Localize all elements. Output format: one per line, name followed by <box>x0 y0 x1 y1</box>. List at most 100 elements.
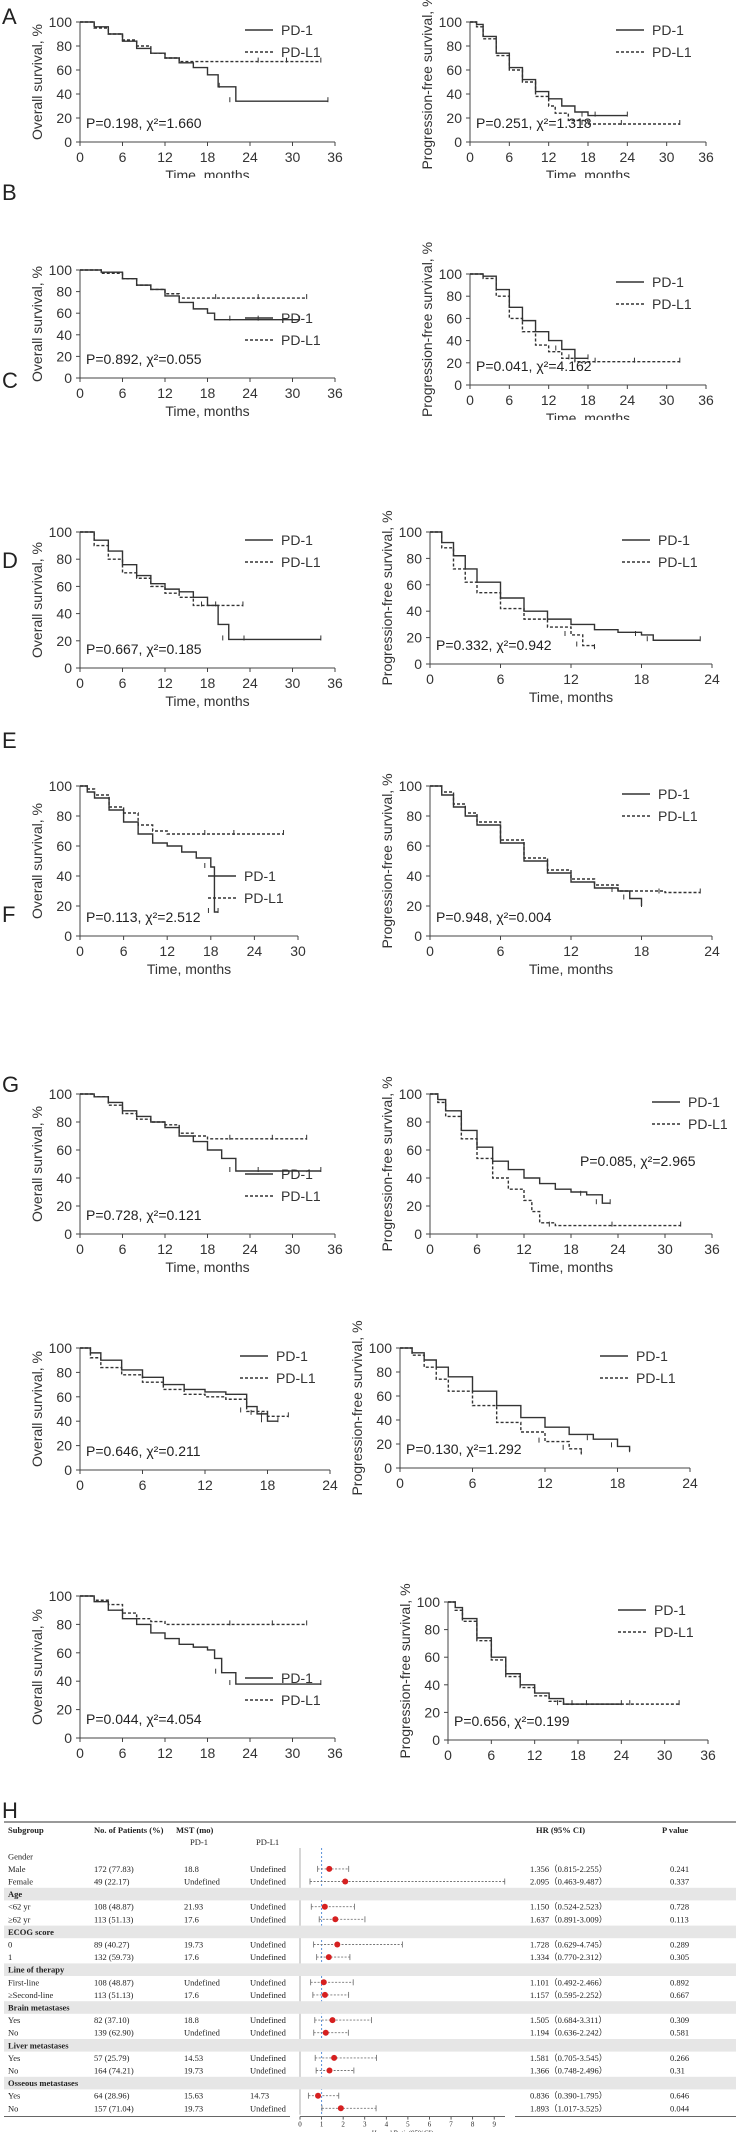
column-header: P value <box>662 1825 688 1835</box>
legend-label: PD-L1 <box>688 1116 728 1132</box>
y-axis-label: Progression-free survival, % <box>349 1320 365 1495</box>
row-p-value: 0.266 <box>670 2053 689 2063</box>
row-mst-pd1: Undefined <box>184 1877 221 1887</box>
hr-point <box>326 2067 333 2074</box>
row-mst-pd1: 17.6 <box>184 1990 199 2000</box>
x-tick-label: 12 <box>516 1241 532 1257</box>
row-mst-pdl1: Undefined <box>250 2053 287 2063</box>
stats-annotation: P=0.892, χ²=0.055 <box>86 351 202 367</box>
y-tick-label: 40 <box>56 1673 72 1689</box>
legend-label: PD-L1 <box>281 1188 321 1204</box>
legend-label: PD-1 <box>281 532 313 548</box>
x-tick-label: 36 <box>327 149 343 165</box>
row-hr-text: 1.334（0.770-2.312） <box>530 1952 607 1962</box>
row-label: ≥Second-line <box>8 1990 53 2000</box>
y-tick-label: 100 <box>49 14 73 30</box>
x-tick-label: 18 <box>563 1241 579 1257</box>
column-subheader: PD-L1 <box>256 1837 279 1847</box>
y-tick-label: 80 <box>56 1364 72 1380</box>
row-p-value: 0.31 <box>670 2066 685 2076</box>
column-header: HR (95% CI) <box>536 1825 585 1835</box>
y-tick-label: 0 <box>64 370 72 386</box>
row-mst-pd1: 19.73 <box>184 1940 203 1950</box>
y-tick-label: 60 <box>56 1389 72 1405</box>
y-axis-label: Progression-free survival, % <box>379 1076 395 1251</box>
x-tick-label: 6 <box>119 385 127 401</box>
x-tick-label: 18 <box>203 943 219 959</box>
x-tick-label: 6 <box>505 392 513 408</box>
y-tick-label: 60 <box>56 838 72 854</box>
x-tick-label: 24 <box>242 149 258 165</box>
row-mst-pd1: 14.53 <box>184 2053 203 2063</box>
km-curve-pdl1 <box>470 273 680 363</box>
y-tick-label: 20 <box>406 1198 422 1214</box>
stats-annotation: P=0.198, χ²=1.660 <box>86 115 202 131</box>
row-hr-text: 1.157（0.595-2.252） <box>530 1990 607 2000</box>
y-tick-label: 20 <box>424 1704 440 1720</box>
row-p-value: 0.646 <box>670 2091 689 2101</box>
y-tick-label: 60 <box>446 310 462 326</box>
row-label: Yes <box>8 2015 20 2025</box>
x-tick-label: 30 <box>285 675 301 691</box>
row-label: 1 <box>8 1952 12 1962</box>
y-tick-label: 80 <box>376 1364 392 1380</box>
x-tick-label: 24 <box>704 943 720 959</box>
x-tick-label: 6 <box>469 1475 477 1491</box>
x-tick-label: 6 <box>497 943 505 959</box>
row-mst-pdl1: Undefined <box>250 1952 287 1962</box>
x-tick-label: 6 <box>487 1747 495 1763</box>
forest-plot-h: Subgroup No. of Patients (%) MST (mo) HR (9… <box>4 1821 736 2132</box>
y-tick-label: 20 <box>56 1198 72 1214</box>
column-header: Subgroup <box>8 1825 44 1835</box>
row-mst-pdl1: Undefined <box>250 1902 287 1912</box>
row-label: Age <box>8 1889 22 1899</box>
x-tick-label: 24 <box>322 1477 338 1493</box>
x-tick-label: 24 <box>620 149 636 165</box>
hr-point <box>321 1991 328 1998</box>
x-tick-label: 24 <box>620 392 636 408</box>
km-curve-pdl1 <box>80 1595 307 1626</box>
x-tick-label: 12 <box>157 1745 173 1761</box>
forest-x-axis-label: Hazard Ratio(95%CI) <box>372 2130 434 2132</box>
y-tick-label: 40 <box>406 1170 422 1186</box>
y-tick-label: 100 <box>49 778 73 794</box>
x-tick-label: 6 <box>139 1477 147 1493</box>
x-tick-label: 18 <box>634 671 650 687</box>
km-curve-pdl1 <box>80 1093 307 1140</box>
x-tick-label: 18 <box>570 1747 586 1763</box>
y-tick-label: 40 <box>56 86 72 102</box>
y-tick-label: 0 <box>64 660 72 676</box>
y-tick-label: 40 <box>446 86 462 102</box>
km-curve-pdl1 <box>80 785 284 835</box>
legend-label: PD-L1 <box>244 890 284 906</box>
row-label: No <box>8 2066 18 2076</box>
km-plot-f-os: 0 20 40 60 80 100 0 6 12 18 24 Overall survival, % P… <box>29 1340 338 1493</box>
x-tick-label: 12 <box>563 671 579 687</box>
y-tick-label: 80 <box>406 550 422 566</box>
row-hr-text: 1.637（0.891-3.009） <box>530 1914 607 1924</box>
x-tick-label: 36 <box>700 1747 716 1763</box>
x-tick-label: 18 <box>580 392 596 408</box>
y-axis-label: Overall survival, % <box>29 542 45 658</box>
row-label: Yes <box>8 2053 20 2063</box>
row-label: Liver metastases <box>8 2040 69 2050</box>
row-label: Male <box>8 1864 26 1874</box>
hr-point <box>329 2017 336 2024</box>
x-tick-label: 6 <box>120 943 128 959</box>
x-tick-label: 18 <box>580 149 596 165</box>
legend-label: PD-L1 <box>281 554 321 570</box>
x-tick-label: 30 <box>285 149 301 165</box>
row-hr-text: 1.101（0.492-2.466） <box>530 1977 607 1987</box>
x-tick-label: 0 <box>76 385 84 401</box>
x-tick-label: 24 <box>610 1241 626 1257</box>
hr-point <box>342 1878 349 1885</box>
y-axis-label: Overall survival, % <box>29 803 45 919</box>
row-hr-text: 2.095（0.463-9.487） <box>530 1877 607 1887</box>
x-tick-label: 6 <box>497 671 505 687</box>
km-curve-pdl1 <box>80 1347 289 1418</box>
x-axis-label: Time, months <box>165 167 249 178</box>
y-tick-label: 20 <box>446 110 462 126</box>
x-axis-label: Time, months <box>147 961 231 977</box>
x-tick-label: 12 <box>157 385 173 401</box>
row-p-value: 0.309 <box>670 2015 689 2025</box>
